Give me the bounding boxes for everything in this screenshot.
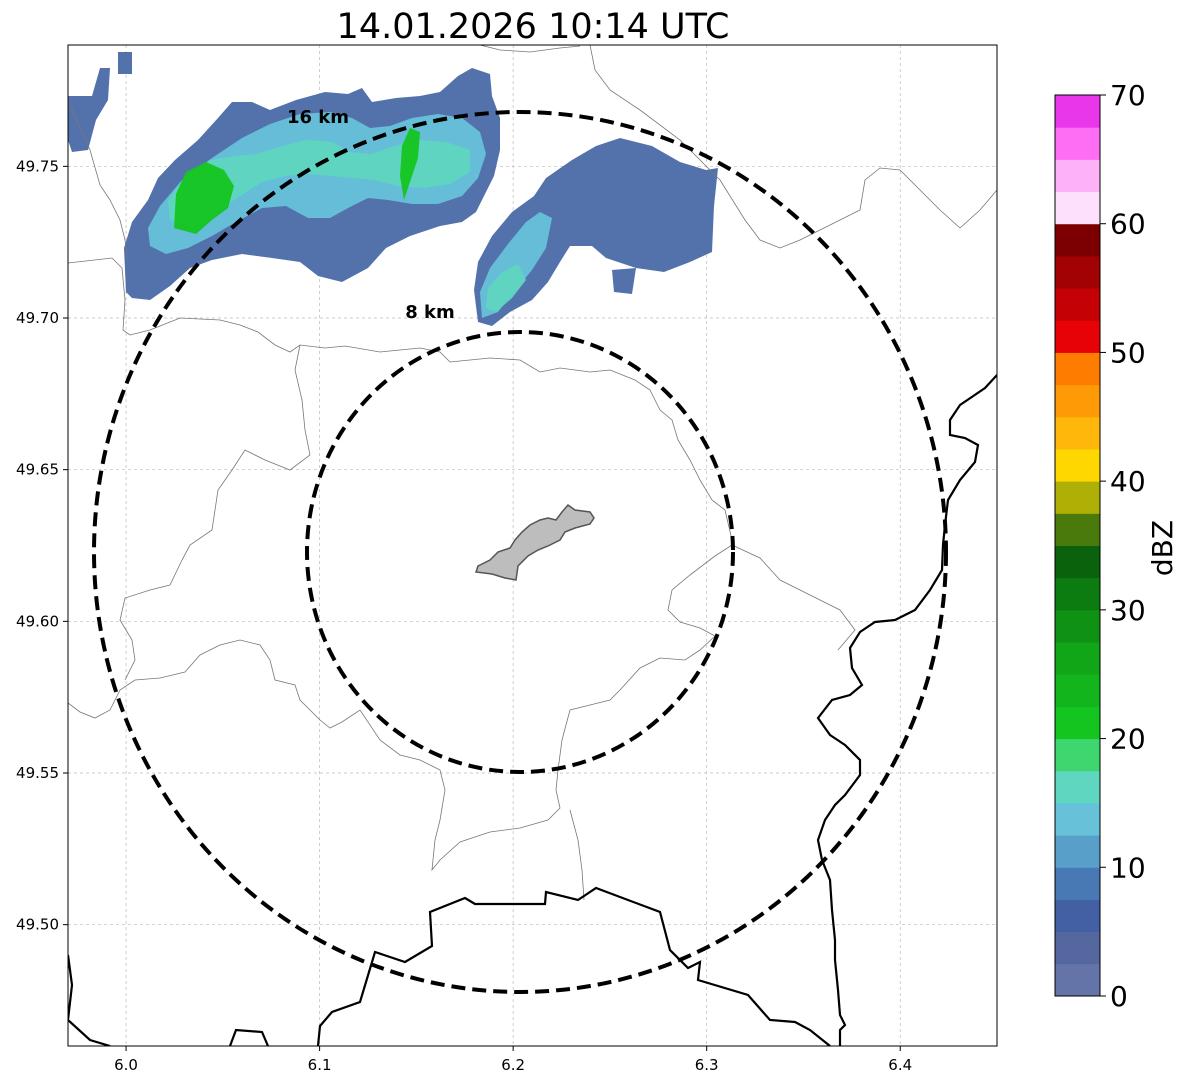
precipitation-layer	[68, 52, 718, 326]
precip-echo	[612, 268, 636, 294]
colorbar-tick-label: 50	[1110, 336, 1146, 369]
colorbar-tick-label: 0	[1110, 980, 1128, 1013]
colorbar-bin	[1055, 320, 1100, 353]
colorbar-tick-label: 30	[1110, 594, 1146, 627]
x-tick-label: 6.3	[695, 1056, 719, 1074]
precip-echo	[168, 140, 470, 226]
colorbar-bin	[1055, 899, 1100, 933]
range-ring-8km	[305, 330, 735, 774]
colorbar-bin	[1055, 867, 1100, 900]
colorbar-bin	[1055, 448, 1100, 482]
map-frame	[67, 44, 998, 1047]
colorbar-bin	[1055, 481, 1100, 514]
national-border-south	[68, 886, 831, 1046]
colorbar-bin	[1055, 642, 1100, 675]
y-tick-label: 49.50	[16, 916, 59, 934]
y-tick-label: 49.70	[16, 309, 59, 327]
commune-border	[589, 45, 997, 249]
colorbar-bin	[1055, 738, 1100, 772]
commune-border	[731, 544, 856, 651]
colorbar-bin	[1055, 384, 1100, 418]
colorbar-bin	[1055, 416, 1100, 450]
commune-border	[479, 45, 581, 53]
x-tick-label: 6.2	[501, 1056, 525, 1074]
commune-border	[68, 257, 733, 541]
y-tick-label: 49.55	[16, 764, 59, 782]
colorbar-bins	[1055, 95, 1100, 997]
precip-echo	[474, 138, 718, 326]
x-tick-label: 6.1	[308, 1056, 332, 1074]
precip-echo	[400, 128, 420, 200]
colorbar-bin	[1055, 674, 1100, 707]
precip-echo	[118, 52, 132, 74]
y-tick-label: 49.75	[16, 157, 59, 175]
colorbar-bin	[1055, 770, 1100, 804]
map-panel: 8 km 16 km 6.0 6.1 6.2 6.3 6.4 49.5049.5549.…	[16, 44, 998, 1074]
precip-echo	[68, 68, 110, 152]
x-tick-label: 6.0	[114, 1056, 138, 1074]
colorbar-tick-label: 20	[1110, 723, 1146, 756]
national-borders	[68, 374, 997, 1046]
range-ring-16km	[92, 110, 948, 994]
y-tick-label: 49.65	[16, 461, 59, 479]
commune-border	[569, 809, 585, 901]
colorbar-ticks: 0 10 20 30 40 50 60 70	[1100, 79, 1146, 1013]
colorbar-tick-label: 40	[1110, 465, 1146, 498]
x-tick-label: 6.4	[888, 1056, 912, 1074]
colorbar-bin	[1055, 545, 1100, 579]
colorbar-bin	[1055, 255, 1100, 289]
x-axis-ticks: 6.0 6.1 6.2 6.3 6.4	[114, 1046, 912, 1074]
range-ring-label-8km: 8 km	[405, 302, 455, 323]
colorbar: 0 10 20 30 40 50 60 70 dBZ	[1054, 79, 1179, 1013]
figure-title: 14.01.2026 10:14 UTC	[337, 7, 730, 47]
colorbar-bin	[1055, 963, 1100, 997]
commune-border	[68, 99, 129, 261]
colorbar-bin	[1055, 706, 1100, 740]
range-rings	[92, 110, 948, 994]
colorbar-bin	[1055, 802, 1100, 836]
colorbar-bin	[1055, 288, 1100, 321]
colorbar-frame	[1054, 94, 1101, 997]
colorbar-tick-label: 10	[1110, 851, 1146, 884]
colorbar-tick-label: 60	[1110, 208, 1146, 241]
colorbar-bin	[1055, 513, 1100, 546]
colorbar-bin	[1055, 95, 1100, 128]
administrative-borders	[68, 45, 997, 901]
colorbar-bin	[1055, 352, 1100, 386]
range-ring-label-16km: 16 km	[287, 107, 349, 128]
y-tick-label: 49.60	[16, 612, 59, 630]
colorbar-bin	[1055, 191, 1100, 225]
colorbar-tick-label: 70	[1110, 79, 1146, 112]
commune-border	[68, 544, 733, 872]
colorbar-bin	[1055, 127, 1100, 160]
precip-echo	[486, 264, 526, 312]
colorbar-bin	[1055, 609, 1100, 643]
precip-echo	[174, 162, 234, 234]
national-border-east	[816, 374, 997, 1046]
colorbar-bin	[1055, 223, 1100, 257]
colorbar-label: dBZ	[1146, 520, 1179, 576]
colorbar-bin	[1055, 835, 1100, 868]
colorbar-bin	[1055, 159, 1100, 193]
colorbar-bin	[1055, 931, 1100, 965]
city-area	[474, 503, 595, 581]
y-axis-ticks: 49.50 49.55 49.60 49.65 49.70 49.75	[16, 157, 68, 934]
colorbar-bin	[1055, 577, 1100, 611]
commune-border	[119, 344, 311, 681]
